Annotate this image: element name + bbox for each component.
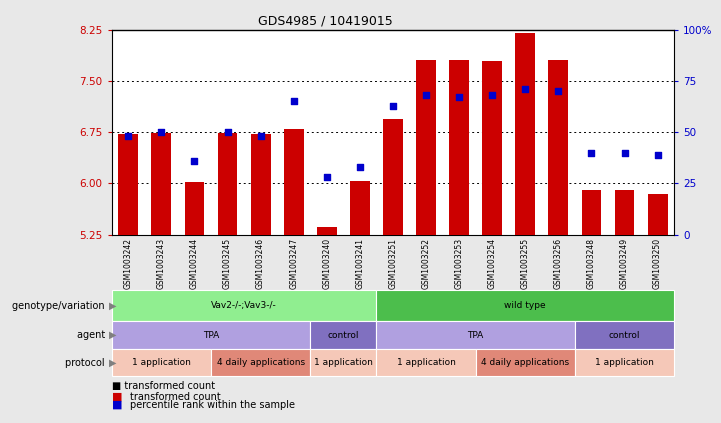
Point: [520, 86, 531, 93]
Point: [255, 133, 266, 140]
Point: [222, 129, 234, 136]
Text: Vav2-/-;Vav3-/-: Vav2-/-;Vav3-/-: [211, 301, 277, 310]
Text: ■: ■: [112, 392, 123, 402]
Text: TPA: TPA: [467, 331, 484, 340]
Bar: [647, 194, 668, 235]
Text: GSM1003241: GSM1003241: [355, 238, 364, 288]
Point: [652, 151, 663, 158]
Text: GSM1003253: GSM1003253: [455, 238, 464, 288]
Text: GSM1003242: GSM1003242: [124, 238, 133, 288]
Point: [321, 174, 332, 181]
Point: [619, 149, 630, 156]
Text: ▶: ▶: [109, 330, 116, 340]
Bar: [376, 290, 674, 321]
Bar: [251, 134, 270, 235]
Bar: [118, 134, 138, 235]
Bar: [549, 60, 568, 235]
Point: [585, 149, 597, 156]
Text: GSM1003243: GSM1003243: [157, 238, 166, 288]
Text: GSM1003251: GSM1003251: [389, 238, 397, 288]
Text: 1 application: 1 application: [314, 358, 373, 367]
Bar: [575, 321, 674, 349]
Bar: [376, 349, 476, 376]
Bar: [482, 61, 502, 235]
Bar: [112, 321, 310, 349]
Point: [156, 129, 167, 136]
Bar: [575, 349, 674, 376]
Text: GSM1003244: GSM1003244: [190, 238, 199, 288]
Text: GSM1003240: GSM1003240: [322, 238, 331, 288]
Bar: [582, 190, 601, 235]
Text: agent: agent: [76, 330, 108, 340]
Point: [123, 133, 134, 140]
Text: ▶: ▶: [109, 358, 116, 368]
Bar: [449, 60, 469, 235]
Text: 1 application: 1 application: [397, 358, 456, 367]
Point: [552, 88, 564, 95]
Text: GSM1003252: GSM1003252: [422, 238, 430, 288]
Bar: [112, 290, 376, 321]
Text: GSM1003247: GSM1003247: [289, 238, 298, 288]
Text: 1 application: 1 application: [132, 358, 191, 367]
Text: GSM1003250: GSM1003250: [653, 238, 662, 288]
Bar: [516, 33, 535, 235]
Point: [420, 92, 432, 99]
Bar: [476, 349, 575, 376]
Text: GSM1003249: GSM1003249: [620, 238, 629, 288]
Text: GSM1003246: GSM1003246: [256, 238, 265, 288]
Text: percentile rank within the sample: percentile rank within the sample: [130, 400, 295, 410]
Text: GSM1003245: GSM1003245: [223, 238, 232, 288]
Text: 4 daily applications: 4 daily applications: [481, 358, 570, 367]
Bar: [185, 182, 204, 235]
Text: protocol: protocol: [66, 358, 108, 368]
Text: control: control: [327, 331, 359, 340]
Point: [189, 157, 200, 164]
Point: [487, 92, 498, 99]
Text: GSM1003254: GSM1003254: [487, 238, 497, 288]
Point: [454, 94, 465, 101]
Bar: [350, 181, 370, 235]
Bar: [151, 133, 172, 235]
Bar: [383, 118, 403, 235]
Text: TPA: TPA: [203, 331, 219, 340]
Bar: [211, 349, 310, 376]
Text: 4 daily applications: 4 daily applications: [216, 358, 305, 367]
Text: control: control: [609, 331, 640, 340]
Bar: [317, 227, 337, 235]
Text: GSM1003256: GSM1003256: [554, 238, 563, 288]
Bar: [310, 349, 376, 376]
Bar: [376, 321, 575, 349]
Text: GSM1003248: GSM1003248: [587, 238, 596, 288]
Text: ▶: ▶: [109, 301, 116, 310]
Point: [288, 98, 299, 105]
Bar: [416, 60, 436, 235]
Text: ■: ■: [112, 400, 123, 410]
Point: [387, 102, 399, 109]
Point: [354, 164, 366, 170]
Text: wild type: wild type: [505, 301, 546, 310]
Title: GDS4985 / 10419015: GDS4985 / 10419015: [258, 14, 393, 27]
Bar: [284, 129, 304, 235]
Text: genotype/variation: genotype/variation: [12, 301, 108, 310]
Text: transformed count: transformed count: [130, 392, 221, 402]
Bar: [614, 190, 634, 235]
Bar: [310, 321, 376, 349]
Text: GSM1003255: GSM1003255: [521, 238, 530, 288]
Bar: [112, 349, 211, 376]
Text: 1 application: 1 application: [595, 358, 654, 367]
Text: ■ transformed count: ■ transformed count: [112, 381, 215, 391]
Bar: [218, 133, 237, 235]
